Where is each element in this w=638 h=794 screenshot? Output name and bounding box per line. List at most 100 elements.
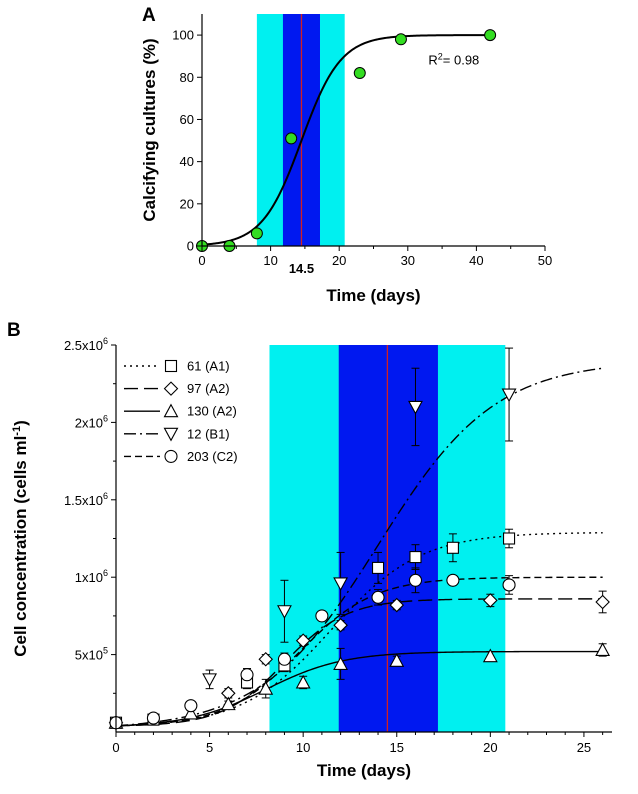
legend-label-series-4: 203 (C2)	[187, 449, 238, 464]
inner-band	[338, 345, 438, 732]
data-point-series-4	[408, 573, 423, 587]
data-point-series-4	[315, 609, 329, 623]
data-point-series-2	[482, 648, 498, 663]
x-tick-label: 50	[538, 253, 552, 268]
y-tick-label: 1x106	[75, 568, 108, 585]
panel-b-shaded-bands	[269, 345, 506, 732]
x-tick-label: 5	[206, 740, 213, 755]
x-tick-label: 20	[332, 253, 346, 268]
y-tick-label: 60	[180, 112, 194, 127]
data-point-series-1	[389, 597, 405, 613]
x-tick-label: 10	[263, 253, 277, 268]
data-point-series-1	[483, 593, 498, 608]
y-tick-label: 1.5x106	[64, 491, 108, 508]
y-title-end: )	[11, 420, 30, 426]
legend-label-series-3: 12 (B1)	[187, 426, 230, 441]
fit-line-series-3	[115, 367, 603, 727]
legend-marker-series-0	[164, 359, 178, 373]
y-tick-exponent: 6	[103, 491, 108, 501]
y-tick-exponent: 6	[103, 568, 108, 578]
data-point-series-4	[184, 699, 198, 713]
data-point-series-0	[409, 551, 422, 564]
panel-a-fit-curve	[201, 34, 491, 246]
panel-a-x-axis-title: Time (days)	[326, 286, 420, 305]
x-tick-label: 25	[577, 740, 591, 755]
panel-b-y-axis-title: Cell concentration (cells ml-1)	[11, 420, 30, 657]
data-point-series-3	[202, 673, 218, 688]
x-tick-label: 30	[401, 253, 415, 268]
data-point-series-2	[389, 653, 405, 667]
data-point	[285, 132, 298, 145]
y-tick-label: 2.5x106	[64, 336, 108, 353]
x-tick-label: 0	[112, 740, 119, 755]
y-tick-mantissa: 5x10	[75, 648, 103, 663]
y-tick-label: 0	[187, 239, 194, 254]
data-point-series-4	[277, 652, 292, 666]
legend-label-series-2: 130 (A2)	[187, 404, 237, 419]
y-tick-label: 80	[180, 70, 194, 85]
midpoint-label: 14.5	[289, 261, 314, 276]
y-tick-mantissa: 1.5x10	[64, 493, 103, 508]
data-point-series-0	[503, 532, 516, 545]
legend-label-series-0: 61 (A1)	[187, 359, 230, 374]
y-title-main: Cell concentration (cells ml	[11, 436, 30, 657]
legend-marker-series-4	[164, 449, 178, 463]
panel-a-y-axis-title: Calcifying cultures (%)	[140, 38, 159, 221]
data-point-series-2	[295, 674, 311, 689]
r2-base: R	[428, 53, 437, 68]
data-point-series-4	[371, 590, 385, 604]
data-point-series-1	[295, 633, 311, 648]
y-tick-exponent: 5	[103, 646, 108, 656]
y-tick-exponent: 6	[103, 336, 108, 346]
y-tick-label: 20	[180, 196, 194, 211]
fit-line-series-2	[115, 650, 603, 727]
data-point-series-3	[333, 577, 349, 592]
r2-value: = 0.98	[443, 53, 480, 68]
y-tick-mantissa: 1x10	[75, 570, 103, 585]
y-tick-label: 40	[180, 154, 194, 169]
legend-label-series-1: 97 (A2)	[187, 381, 230, 396]
r2-sup: 2	[438, 52, 443, 62]
panel-b-legend: 61 (A1) 97 (A2) 130 (A2) 12 (B1) 203 (C2)	[124, 359, 238, 464]
data-point-series-4	[446, 573, 460, 587]
legend-marker-series-3	[163, 427, 179, 442]
data-point	[394, 33, 407, 46]
data-point	[484, 29, 497, 42]
data-point-series-1	[595, 594, 610, 610]
data-point-series-4	[240, 668, 254, 682]
data-point-series-2	[258, 681, 274, 695]
x-tick-label: 40	[469, 253, 483, 268]
data-point-series-2	[595, 642, 611, 657]
legend-marker-series-1	[163, 381, 179, 396]
data-point	[250, 227, 263, 240]
data-point-series-0	[446, 541, 459, 554]
x-tick-label: 20	[483, 740, 497, 755]
x-tick-label: 15	[390, 740, 404, 755]
logistic-fit-line	[201, 34, 491, 246]
panel-b-x-axis-title: Time (days)	[317, 761, 411, 780]
data-point-series-1	[258, 651, 274, 667]
data-point-series-2	[183, 705, 199, 720]
panel-a-axes: 0 10 20 30 40 50 0 20 40 60 80 100 14.5	[172, 14, 552, 276]
data-point-series-1	[333, 617, 348, 633]
data-point-series-4	[502, 578, 516, 592]
y-tick-mantissa: 2x10	[75, 415, 103, 430]
y-tick-label: 100	[172, 28, 194, 43]
legend-marker-series-2	[163, 403, 179, 418]
x-tick-label: 10	[296, 740, 310, 755]
panel-b-label: B	[7, 320, 21, 341]
y-tick-exponent: 6	[103, 413, 108, 423]
y-title-sup: -1	[11, 426, 23, 436]
data-point-series-2	[333, 656, 349, 670]
data-point-series-2	[220, 696, 236, 711]
y-tick-label: 5x105	[75, 646, 108, 663]
data-point	[353, 67, 366, 80]
data-point-series-3	[501, 388, 517, 403]
x-tick-label: 0	[198, 253, 205, 268]
panel-b: B 0 5 10 15 20 255x1051x1061.5x1062x1062.5x10…	[7, 320, 612, 780]
data-point-series-3	[408, 400, 423, 415]
data-point-series-3	[277, 605, 292, 619]
data-point-series-4	[146, 711, 160, 725]
